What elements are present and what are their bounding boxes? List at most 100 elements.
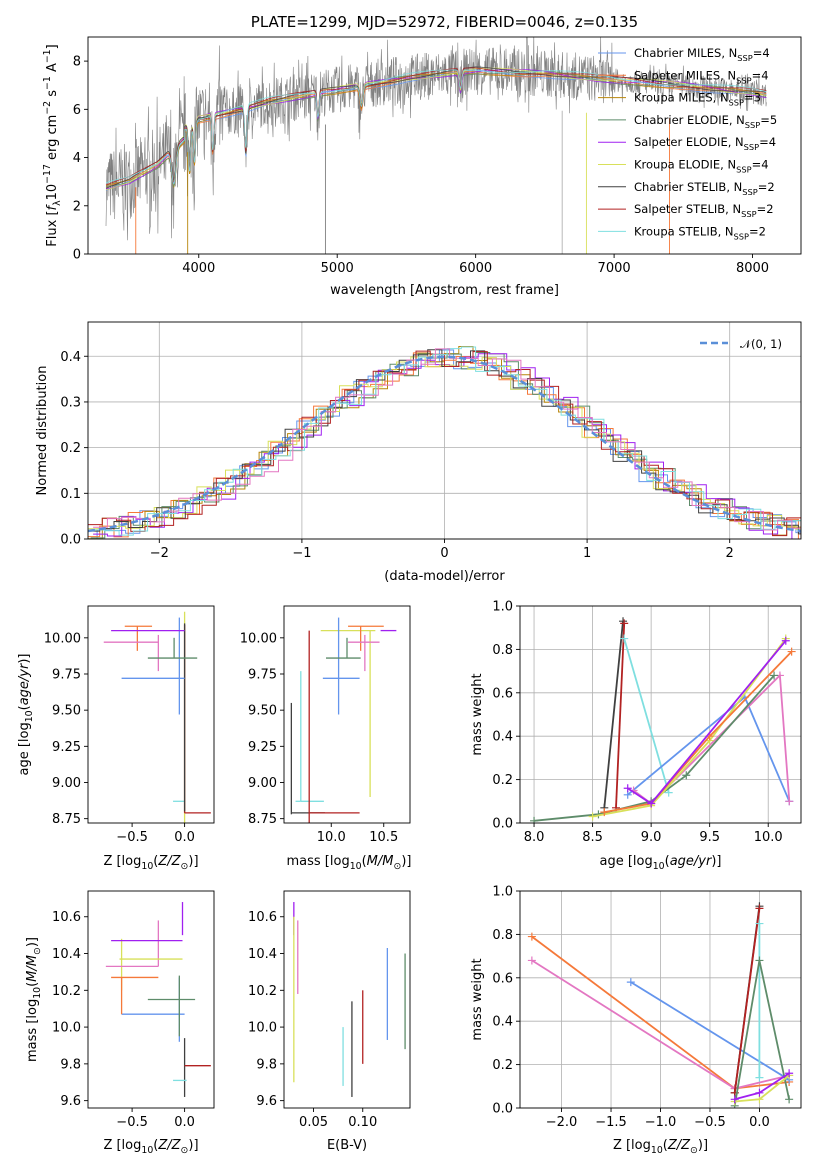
mass-weight-point: [527, 956, 536, 965]
label-part: SSP: [741, 209, 756, 219]
y-tick-label: 0.6: [492, 971, 513, 986]
age-weight-xlabel: age [log10(age/yr)]: [599, 854, 721, 872]
error-bar: [111, 976, 159, 1015]
mass-weight-point: [682, 771, 691, 780]
label-part: (: [153, 1138, 158, 1153]
label-part: Flux [: [45, 210, 60, 246]
x-tick-label: 8000: [736, 261, 769, 276]
x-tick-label: 8.0: [524, 830, 545, 845]
label-part: Salpeter STELIB, N: [634, 202, 741, 216]
label-part: )]: [188, 1138, 198, 1153]
label-part: =2: [749, 224, 766, 238]
label-part: (: [25, 982, 40, 987]
y-tick-label: 0.1: [60, 487, 81, 502]
error-bar: [326, 637, 361, 659]
label-part: SSP: [736, 75, 751, 85]
label-part: λ: [52, 200, 63, 206]
x-tick-label: −1.0: [645, 1115, 677, 1130]
z-mass-ylabel: mass [log10(M/M⊙)]: [25, 937, 43, 1062]
model-spectrum: [105, 66, 767, 189]
y-tick-label: 10.2: [248, 984, 277, 999]
model-spectrum: [105, 69, 767, 185]
z-weight-ylabel: mass weight: [470, 958, 485, 1040]
x-tick-label: 7000: [598, 261, 631, 276]
legend-label: Kroupa ELODIE, NSSP=4: [634, 158, 769, 175]
y-tick-label: 1.0: [492, 885, 513, 900]
label-part: Z [log: [103, 1138, 141, 1153]
mass-weight-series: [615, 623, 626, 808]
y-tick-label: 9.25: [52, 740, 81, 755]
legend-label: Kroupa STELIB, NSSP=2: [634, 224, 766, 241]
label-part: s: [45, 90, 60, 101]
y-tick-label: 10.6: [248, 910, 277, 925]
legend-label: Salpeter ELODIE, NSSP=4: [634, 135, 776, 152]
label-part: )]: [17, 653, 32, 663]
y-tick-label: 9.50: [52, 704, 81, 719]
y-tick-label: 1.0: [492, 600, 513, 615]
label-part: (: [17, 705, 32, 710]
residual-ylabel: Normed distribution: [35, 366, 50, 496]
error-bar: [121, 977, 185, 1042]
label-part: =2: [757, 202, 774, 216]
y-tick-label: 10.0: [248, 1021, 277, 1036]
x-tick-label: 0.0: [174, 830, 195, 845]
ebv-mass-axes: 0.05 0.10 9.6 9.8 10.0 10.2 10.4 10.6: [248, 890, 411, 1130]
y-tick-label: 0.4: [60, 350, 81, 365]
axes-frame: [519, 605, 802, 824]
label-part: Kroupa STELIB, N: [634, 224, 734, 238]
mass-weight-point: [785, 1069, 794, 1078]
label-part: 10: [653, 861, 665, 872]
plot-area: [88, 346, 801, 539]
error-bar: [183, 624, 211, 814]
plot-area: [527, 902, 794, 1108]
y-tick-label: 0.6: [492, 686, 513, 701]
mass-weight-point: [527, 932, 536, 941]
z-age-axes: −0.5 0.0 8.75 9.00 9.25 9.50 9.75 10.00: [44, 605, 215, 845]
label-part: SSP: [742, 187, 757, 197]
x-tick-label: −0.5: [116, 830, 148, 845]
label-part: )]: [401, 854, 411, 869]
age-weight-ylabel: mass weight: [470, 673, 485, 755]
label-part: age/yr: [17, 662, 32, 705]
mass-weight-series: [623, 638, 670, 793]
label-part: (: [153, 854, 158, 869]
label-part: M/M: [367, 854, 394, 869]
mass-weight-point: [755, 904, 764, 913]
legend-label: Chabrier MILES, NSSP=4: [634, 46, 770, 63]
mass-weight-series: [604, 650, 793, 813]
plot-area: [530, 617, 796, 823]
x-tick-label: 1: [583, 546, 591, 561]
residual-histogram: [88, 349, 801, 539]
y-tick-label: 4: [73, 151, 81, 166]
residual-histogram: [88, 352, 801, 539]
x-tick-label: 0.0: [174, 1115, 195, 1130]
legend-label: Kroupa MILES, NSSP=3: [634, 91, 761, 108]
label-part: ⊙: [393, 861, 401, 872]
label-part: SSP: [734, 231, 749, 241]
mass-weight-point: [619, 617, 628, 626]
mass-weight-point: [781, 636, 790, 645]
label-part: =4: [759, 135, 776, 149]
plot-area: [103, 611, 211, 823]
label-part: (: [663, 1138, 668, 1153]
label-part: Z [log: [103, 854, 141, 869]
plot-area: [105, 902, 211, 1097]
y-tick-label: 9.50: [248, 704, 277, 719]
error-bar: [348, 625, 384, 651]
label-part: Z [log: [613, 1138, 651, 1153]
y-tick-label: 9.6: [60, 1094, 81, 1109]
label-part: ⊙: [690, 1145, 698, 1156]
label-part: ]: [45, 44, 60, 49]
label-part: A: [45, 63, 60, 76]
mass-weight-point: [730, 1095, 739, 1104]
label-part: =4: [753, 46, 770, 60]
mass-weight-point: [664, 788, 673, 797]
y-tick-label: 0.8: [492, 643, 513, 658]
x-tick-label: 0.0: [749, 1115, 770, 1130]
label-part: =5: [760, 113, 777, 127]
label-part: age [log: [17, 722, 32, 775]
observed-spectrum: [105, 37, 767, 241]
error-bar: [103, 634, 160, 672]
mass-weight-point: [530, 816, 539, 823]
